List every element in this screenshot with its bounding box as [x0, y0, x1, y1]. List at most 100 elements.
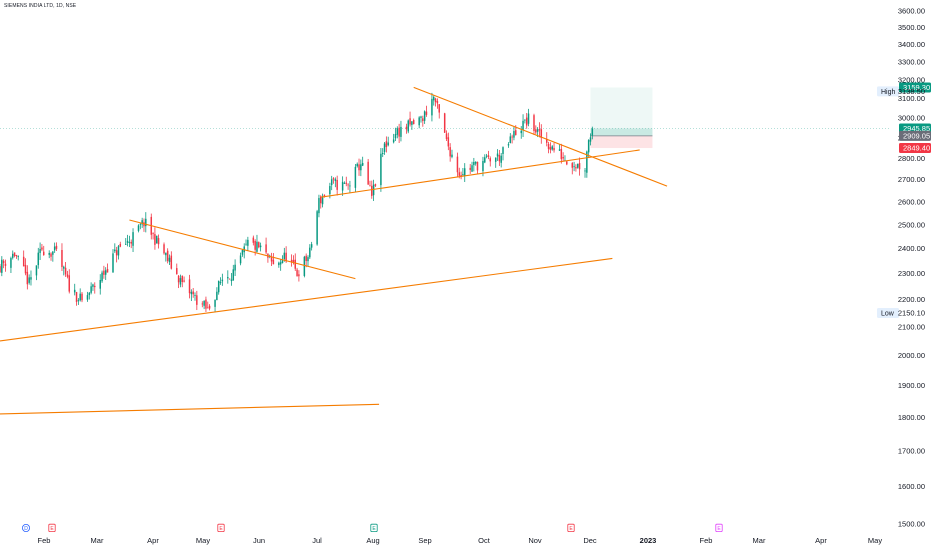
candle-body: [451, 154, 453, 157]
candle-body: [307, 257, 309, 262]
candle-body: [298, 274, 300, 277]
earnings-icon[interactable]: [370, 523, 378, 533]
price-tick-label: 3100.00: [898, 94, 925, 103]
candle-body: [394, 134, 397, 139]
candle-body: [447, 137, 450, 147]
candle-body: [1, 259, 3, 273]
low-label: Low: [881, 311, 895, 318]
candle-body: [52, 251, 54, 255]
candle-body: [535, 129, 537, 133]
candle-body: [112, 253, 114, 273]
candle-body: [81, 293, 83, 301]
candle-body: [345, 182, 348, 184]
candle-body: [354, 166, 357, 188]
trendline[interactable]: [413, 86, 668, 187]
candle-body: [380, 153, 382, 186]
candle-body: [183, 280, 185, 282]
candle-body: [17, 255, 19, 257]
chart-title: SIEMENS INDIA LTD, 1D, NSE: [4, 3, 77, 9]
candle-body: [589, 137, 592, 142]
candle-body: [409, 118, 411, 125]
time-tick-label: Jul: [312, 536, 322, 545]
candle-body: [431, 98, 433, 116]
candle-body: [562, 156, 564, 159]
candle-body: [334, 179, 337, 181]
long-position-tool[interactable]: [590, 87, 653, 149]
time-axis: Feb Mar Apr May Jun Jul Aug Sep Oct Nov Dec 2023 Feb…: [38, 536, 883, 545]
candle-body: [540, 129, 543, 139]
trendline[interactable]: [0, 257, 613, 342]
candle-body: [66, 274, 69, 277]
candle-body: [254, 240, 256, 250]
candle-body: [573, 166, 575, 168]
candle-body: [482, 160, 484, 172]
trendline[interactable]: [320, 149, 640, 198]
candle-body: [227, 277, 229, 279]
candle-body: [278, 262, 280, 266]
candle-body: [190, 291, 193, 295]
time-tick-label: May: [196, 536, 210, 545]
price-tick-label: 2100.00: [898, 322, 925, 331]
candle-body: [179, 278, 182, 285]
candle-body: [425, 111, 428, 115]
time-tick-label: Mar: [91, 536, 104, 545]
position-stop-zone[interactable]: [590, 135, 653, 149]
candle-body: [320, 196, 322, 204]
time-tick-label: May: [868, 536, 882, 545]
candle-body: [336, 179, 338, 190]
candle-body: [88, 292, 91, 296]
candle-body: [323, 194, 326, 197]
earnings-icon[interactable]: [567, 523, 575, 533]
candle-body: [329, 186, 331, 195]
candle-body: [515, 130, 517, 136]
candle-body: [292, 260, 295, 262]
earnings-icon[interactable]: [48, 523, 56, 533]
candle-body: [420, 116, 422, 118]
candle-body: [309, 247, 311, 258]
candle-body: [347, 184, 349, 186]
time-tick-label: Aug: [366, 536, 379, 545]
price-tick-label: 1700.00: [898, 446, 925, 455]
price-tag-label: 2849.40: [903, 144, 930, 153]
dividend-icon[interactable]: [21, 524, 30, 533]
position-target-zone[interactable]: [590, 87, 653, 129]
price-tick-label: 2600.00: [898, 197, 925, 206]
candle-body: [53, 246, 56, 251]
candle-body: [407, 120, 409, 132]
candle-body: [37, 252, 40, 266]
candle-body: [139, 223, 142, 225]
candle-body: [177, 275, 180, 283]
trendline[interactable]: [129, 219, 356, 280]
candle-body: [259, 245, 262, 248]
candle-body: [35, 265, 38, 276]
candle-body: [536, 129, 539, 132]
candle-body: [239, 255, 242, 264]
candle-body: [360, 164, 362, 171]
candle-body: [90, 286, 92, 293]
trendline[interactable]: [0, 403, 380, 415]
candle-body: [433, 96, 435, 101]
candle-body: [387, 142, 389, 146]
candle-body: [586, 151, 588, 173]
candle-body: [26, 271, 29, 285]
candle-body: [265, 244, 267, 253]
candle-body: [511, 136, 513, 138]
candle-body: [15, 254, 18, 257]
candle-body: [396, 128, 399, 135]
candle-body: [411, 121, 413, 125]
earnings-icon[interactable]: [217, 523, 225, 533]
earnings-icon[interactable]: [715, 523, 723, 533]
candle-body: [208, 305, 211, 309]
price-tick-label: 3200.00: [898, 76, 925, 85]
time-tick-label: Nov: [528, 536, 542, 545]
trendlines-layer: [0, 86, 668, 415]
candle-body: [22, 256, 25, 267]
candle-body: [10, 258, 12, 268]
candle-body: [445, 133, 448, 139]
position-profit-zone[interactable]: [590, 128, 653, 136]
candle-body: [272, 259, 275, 265]
candle-body: [367, 161, 369, 185]
candle-body: [575, 167, 577, 169]
